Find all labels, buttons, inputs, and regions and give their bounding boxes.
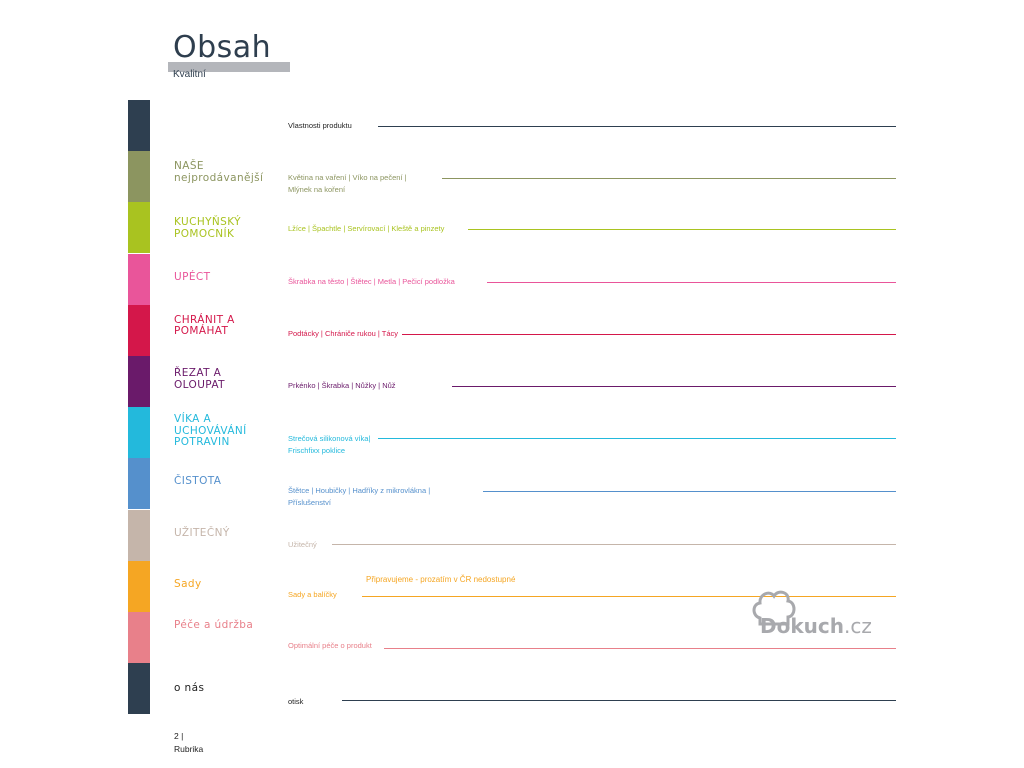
logo-brand: Dokuch: [760, 614, 844, 638]
section-label[interactable]: Sady: [174, 577, 202, 590]
availability-note: Připravujeme - prozatím v ČR nedostupné: [366, 575, 516, 584]
section-items[interactable]: Vlastnosti produktu: [288, 121, 352, 130]
leader-line: [342, 700, 896, 702]
section-items[interactable]: Užitečný: [288, 539, 317, 549]
logo-tld: .cz: [843, 614, 872, 638]
color-swatch: [128, 304, 150, 356]
leader-line: [442, 178, 896, 180]
section-items[interactable]: Škrabka na těsto | Štětec | Metla | Peči…: [288, 276, 455, 286]
color-swatch: [128, 253, 150, 305]
section-items[interactable]: Lžíce | Špachtle | Servírovací | Kleště …: [288, 224, 445, 234]
color-swatch: [128, 612, 150, 663]
section-items[interactable]: Podtácky | Chrániče rukou | Tácy: [288, 328, 399, 338]
leader-line: [362, 595, 896, 597]
leader-line: [452, 386, 896, 387]
section-items[interactable]: otisk: [288, 697, 304, 707]
color-swatch: [128, 560, 150, 612]
section-label[interactable]: ČISTOTA: [174, 475, 222, 488]
leader-line: [384, 648, 896, 649]
color-swatch: [128, 356, 150, 407]
leader-line: [468, 229, 896, 231]
leader-line: [378, 438, 896, 440]
toc-row: Péče a údržba Optimální péče o produkt: [0, 612, 1024, 663]
page-title: Obsah: [173, 30, 272, 65]
color-swatch: [128, 663, 150, 715]
leader-line: [487, 281, 896, 283]
toc-row: KUCHYŇSKÝ POMOCNÍK Lžíce | Špachtle | Ser…: [0, 202, 1024, 254]
section-items[interactable]: Sady a balíčky: [288, 589, 337, 599]
toc-row: NAŠE nejprodávanější Květina na vaření | …: [0, 151, 1024, 203]
toc-row: CHRÁNIT A POMÁHAT Podtácky | Chrániče ruk…: [0, 304, 1024, 356]
color-swatch: [128, 407, 150, 459]
leader-line: [402, 333, 896, 335]
section-items[interactable]: Květina na vaření | Víko na pečení | Mlý…: [288, 173, 407, 195]
toc-row: VÍKA A UCHOVÁVÁNÍ POTRAVIN Strečová silik…: [0, 407, 1024, 459]
section-label[interactable]: UPÉCT: [174, 270, 211, 283]
color-swatch: [128, 151, 150, 203]
section-label[interactable]: UŽITEČNÝ: [174, 526, 230, 539]
toc-row: ČISTOTA Štětce | Houbičky | Hadříky z mik…: [0, 458, 1024, 510]
color-swatch: [128, 202, 150, 254]
color-swatch: [128, 509, 150, 561]
logo-text: Dokuch.cz: [760, 614, 872, 638]
section-label[interactable]: KUCHYŇSKÝ POMOCNÍK: [174, 216, 241, 240]
section-label[interactable]: VÍKA A UCHOVÁVÁNÍ POTRAVIN: [174, 413, 247, 449]
leader-line: [378, 126, 896, 127]
section-items[interactable]: Prkénko | Škrabka | Nůžky | Nůž: [288, 381, 396, 390]
section-items[interactable]: Strečová silikonová víka| Frischfixx pok…: [288, 434, 371, 456]
section-label[interactable]: o nás: [174, 682, 205, 695]
section-label[interactable]: Péče a údržba: [174, 619, 254, 631]
page-subtitle: Kvalitní: [173, 69, 206, 80]
title-underline-bar: [168, 62, 290, 72]
chef-hat-icon: [752, 590, 796, 626]
color-swatch: [128, 458, 150, 510]
toc-row: o nás otisk: [0, 663, 1024, 715]
toc-row: ŘEZAT A OLOUPAT Prkénko | Škrabka | Nůžky…: [0, 356, 1024, 407]
color-swatch: [128, 100, 150, 151]
section-label[interactable]: ŘEZAT A OLOUPAT: [174, 367, 225, 391]
page-number: 2 |: [174, 731, 184, 741]
toc-row: UŽITEČNÝ Užitečný: [0, 509, 1024, 561]
toc-row: Vlastnosti produktu: [0, 100, 1024, 151]
section-items[interactable]: Štětce | Houbičky | Hadříky z mikrovlákn…: [288, 486, 431, 508]
section-label[interactable]: CHRÁNIT A POMÁHAT: [174, 313, 235, 338]
toc-row: Sady Sady a balíčky: [0, 560, 1024, 612]
leader-line: [483, 491, 896, 493]
toc-row: UPÉCT Škrabka na těsto | Štětec | Metla |…: [0, 253, 1024, 305]
brand-logo: Dokuch.cz: [752, 588, 887, 644]
page-footer: 2 | Rubrika: [174, 730, 203, 756]
footer-section: Rubrika: [174, 744, 204, 754]
leader-line: [332, 543, 896, 545]
section-items[interactable]: Optimální péče o produkt: [288, 641, 372, 650]
section-label[interactable]: NAŠE nejprodávanější: [174, 160, 264, 184]
